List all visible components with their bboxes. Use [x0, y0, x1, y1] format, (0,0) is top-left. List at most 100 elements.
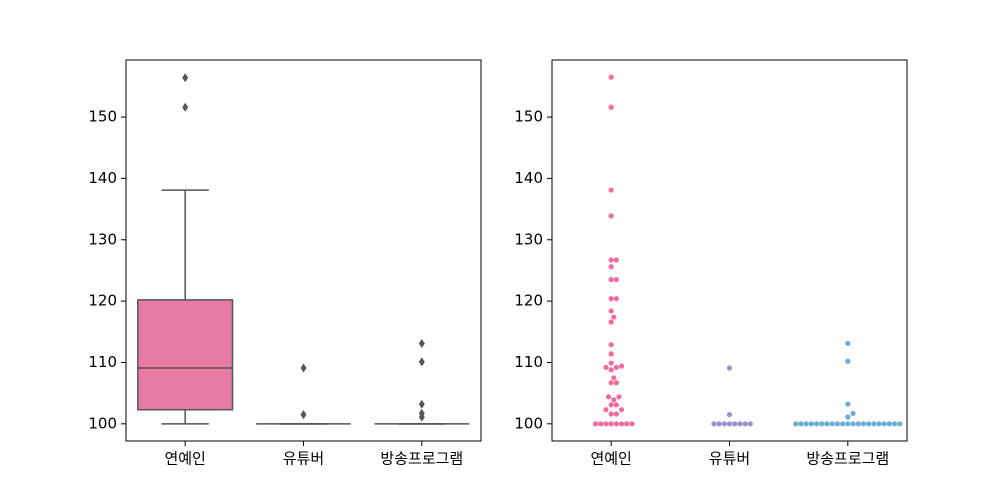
- swarm-point: [845, 401, 851, 407]
- swarm-point: [613, 402, 619, 408]
- swarm-point: [624, 421, 630, 427]
- swarm-point: [611, 375, 617, 381]
- swarm-point: [850, 421, 856, 427]
- swarm-point: [611, 314, 617, 320]
- swarm-point: [742, 421, 748, 427]
- swarm-point: [608, 277, 614, 283]
- swarm-point: [613, 421, 619, 427]
- swarm-point: [608, 360, 614, 366]
- swarm-point: [608, 104, 614, 110]
- swarm-point: [845, 340, 851, 347]
- swarm-point: [850, 410, 856, 416]
- swarm-point: [613, 411, 619, 417]
- swarm-point: [726, 412, 733, 418]
- swarm-point: [716, 421, 722, 427]
- swarm-point: [876, 421, 882, 427]
- swarm-point: [618, 363, 625, 369]
- swarm-point: [855, 421, 861, 427]
- swarm-point: [608, 342, 614, 348]
- swarm-point: [793, 421, 799, 427]
- swarm-point: [829, 421, 835, 427]
- swarm-point: [608, 213, 614, 219]
- swarm-point: [808, 421, 815, 427]
- box: [137, 299, 234, 411]
- outlier: [418, 338, 425, 348]
- swarm-point: [618, 421, 625, 427]
- swarm-point: [732, 421, 738, 427]
- outlier: [418, 399, 425, 409]
- swarm-point: [608, 402, 614, 408]
- y-tick-label: 130: [514, 230, 543, 248]
- swarm-point: [603, 364, 609, 370]
- swarm-point: [721, 421, 727, 427]
- axes-frame: [551, 59, 908, 442]
- swarm-point: [608, 421, 614, 427]
- swarm-point: [608, 264, 614, 270]
- swarm-point: [608, 380, 614, 386]
- swarm-point: [798, 421, 804, 427]
- swarm-point: [824, 421, 830, 427]
- swarm-point: [618, 407, 625, 413]
- swarm-point: [629, 421, 635, 427]
- outlier: [182, 102, 189, 112]
- swarm-point: [608, 319, 614, 325]
- outlier: [418, 357, 425, 367]
- swarm-point: [616, 394, 622, 400]
- swarm-point: [613, 277, 619, 283]
- swarm-point: [819, 421, 825, 427]
- swarm-point: [608, 308, 614, 314]
- swarm-point: [608, 74, 614, 80]
- x-tick-label: 방송프로그램: [380, 450, 463, 468]
- swarm-point: [608, 411, 614, 417]
- y-tick-label: 100: [88, 414, 117, 432]
- y-tick-label: 120: [88, 292, 117, 310]
- swarm-point: [747, 421, 753, 427]
- swarm-point: [726, 421, 733, 427]
- swarm-point: [881, 421, 887, 427]
- outlier: [182, 73, 189, 83]
- x-tick-label: 연예인: [590, 450, 631, 468]
- swarm-point: [592, 421, 599, 427]
- swarm-point: [711, 421, 717, 427]
- outlier: [300, 363, 307, 373]
- y-tick-label: 150: [514, 108, 543, 126]
- subplot: 100 110 120 130 140 150 연예인 유튜버 방송프로그램: [88, 59, 482, 468]
- swarm-point: [608, 296, 614, 302]
- swarm-point: [726, 365, 733, 371]
- swarm-point: [845, 414, 851, 420]
- swarm-point: [598, 421, 604, 427]
- swarm-point: [886, 421, 893, 427]
- swarm-point: [892, 421, 898, 427]
- swarm-point: [613, 364, 619, 370]
- swarm-point: [605, 394, 612, 400]
- swarm-point: [845, 358, 851, 364]
- x-tick-label: 연예인: [164, 450, 205, 468]
- y-tick-label: 100: [514, 414, 543, 432]
- swarm-point: [866, 421, 872, 427]
- x-tick-label: 방송프로그램: [806, 450, 889, 468]
- axes-frame: [125, 59, 482, 442]
- swarm-point: [860, 421, 867, 427]
- swarm-point: [803, 421, 809, 427]
- y-tick-label: 110: [514, 353, 543, 371]
- swarm-point: [608, 257, 614, 263]
- swarm-point: [814, 421, 820, 427]
- outlier: [300, 410, 307, 420]
- swarm-point: [603, 407, 609, 413]
- y-tick-label: 150: [88, 108, 117, 126]
- swarm-point: [897, 421, 903, 427]
- swarm-point: [613, 296, 619, 302]
- outlier: [418, 408, 425, 418]
- swarm-point: [608, 187, 614, 193]
- y-tick-label: 130: [88, 230, 117, 248]
- x-tick-label: 유튜버: [709, 450, 750, 468]
- swarm-point: [840, 421, 846, 427]
- subplot: 100 110 120 130 140 150 연예인 유튜버 방송프로그램: [514, 59, 908, 468]
- swarm-point: [603, 421, 609, 427]
- y-tick-label: 140: [514, 169, 543, 187]
- y-tick-label: 140: [88, 169, 117, 187]
- swarm-point: [608, 367, 614, 373]
- x-tick-label: 유튜버: [283, 450, 324, 468]
- y-tick-label: 120: [514, 292, 543, 310]
